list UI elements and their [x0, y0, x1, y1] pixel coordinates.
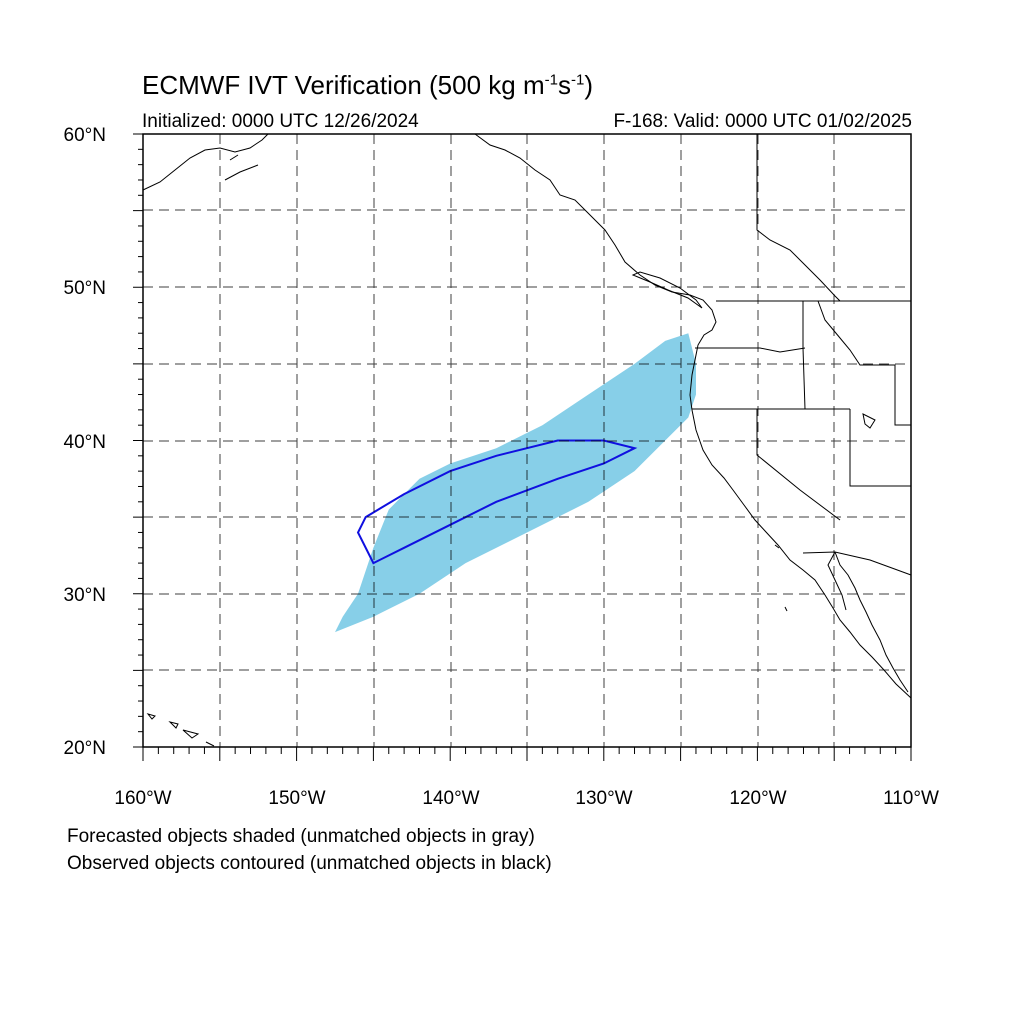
- lat-label-50: 50°N: [64, 278, 106, 299]
- wa-or-border: [695, 347, 806, 353]
- forecast-object: [335, 333, 696, 633]
- idaho-border: [802, 301, 806, 410]
- coastline-small-islands: [774, 413, 876, 612]
- lon-label-140: 140°W: [422, 788, 479, 809]
- lon-label-120: 120°W: [729, 788, 786, 809]
- coastline-west-coast: [474, 133, 912, 699]
- lon-label-130: 130°W: [575, 788, 632, 809]
- coastline-alaska: [142, 133, 269, 191]
- lat-label-40: 40°N: [64, 432, 106, 453]
- longitude-labels: 160°W 150°W 140°W 130°W 120°W 110°W: [114, 788, 939, 809]
- lon-label-150: 150°W: [268, 788, 325, 809]
- lat-label-60: 60°N: [64, 125, 106, 146]
- lon-label-110: 110°W: [883, 788, 939, 809]
- montana-idaho: [817, 300, 911, 426]
- map-title: ECMWF IVT Verification (500 kg m-1s-1): [142, 70, 593, 100]
- lon-label-160: 160°W: [114, 788, 171, 809]
- latitude-labels: 60°N 50°N 40°N 30°N 20°N: [64, 125, 106, 759]
- nv-ca-border: [756, 409, 841, 521]
- lat-label-20: 20°N: [64, 738, 106, 759]
- alaska-canada-border: [756, 134, 841, 302]
- coastline-islands: [224, 154, 259, 181]
- initialized-label: Initialized: 0000 UTC 12/26/2024: [142, 111, 419, 132]
- political-boundaries: [692, 134, 912, 576]
- coastlines: [142, 133, 912, 747]
- note-observed: Observed objects contoured (unmatched ob…: [67, 853, 552, 874]
- note-forecast: Forecasted objects shaded (unmatched obj…: [67, 826, 535, 847]
- ca-mexico-border: [802, 551, 912, 576]
- coastline-vancouver-island: [631, 271, 703, 309]
- axis-ticks: [133, 133, 912, 761]
- lat-label-30: 30°N: [64, 585, 106, 606]
- lat-lon-grid: [143, 134, 911, 747]
- coastline-baja: [827, 551, 909, 693]
- nv-az-border: [849, 409, 911, 487]
- coastline-hawaii: [146, 713, 215, 747]
- valid-time-label: F-168: Valid: 0000 UTC 01/02/2025: [613, 111, 912, 132]
